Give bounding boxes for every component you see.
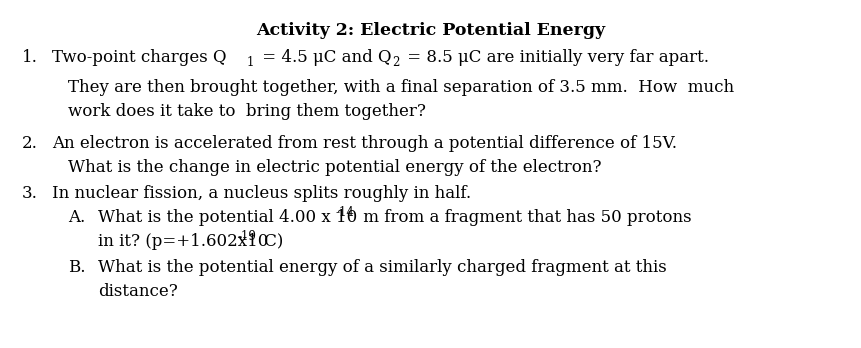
Text: -14: -14	[336, 206, 355, 219]
Text: distance?: distance?	[98, 283, 177, 300]
Text: 1: 1	[247, 56, 254, 69]
Text: Two-point charges Q: Two-point charges Q	[52, 49, 226, 66]
Text: A.: A.	[68, 209, 85, 226]
Text: Activity 2: Electric Potential Energy: Activity 2: Electric Potential Energy	[256, 22, 605, 39]
Text: They are then brought together, with a final separation of 3.5 mm.  How  much: They are then brought together, with a f…	[68, 79, 734, 96]
Text: work does it take to  bring them together?: work does it take to bring them together…	[68, 103, 425, 120]
Text: What is the potential energy of a similarly charged fragment at this: What is the potential energy of a simila…	[98, 259, 666, 276]
Text: 2: 2	[392, 56, 399, 69]
Text: An electron is accelerated from rest through a potential difference of 15V.: An electron is accelerated from rest thr…	[52, 135, 676, 152]
Text: 3.: 3.	[22, 185, 38, 202]
Text: m from a fragment that has 50 protons: m from a fragment that has 50 protons	[357, 209, 691, 226]
Text: 2.: 2.	[22, 135, 38, 152]
Text: in it? (p=+1.602x10: in it? (p=+1.602x10	[98, 233, 268, 250]
Text: What is the potential 4.00 x 10: What is the potential 4.00 x 10	[98, 209, 356, 226]
Text: = 4.5 μC and Q: = 4.5 μC and Q	[257, 49, 391, 66]
Text: -19: -19	[237, 230, 256, 243]
Text: = 8.5 μC are initially very far apart.: = 8.5 μC are initially very far apart.	[401, 49, 709, 66]
Text: In nuclear fission, a nucleus splits roughly in half.: In nuclear fission, a nucleus splits rou…	[52, 185, 471, 202]
Text: B.: B.	[68, 259, 85, 276]
Text: What is the change in electric potential energy of the electron?: What is the change in electric potential…	[68, 159, 601, 176]
Text: 1.: 1.	[22, 49, 38, 66]
Text: C): C)	[258, 233, 283, 250]
